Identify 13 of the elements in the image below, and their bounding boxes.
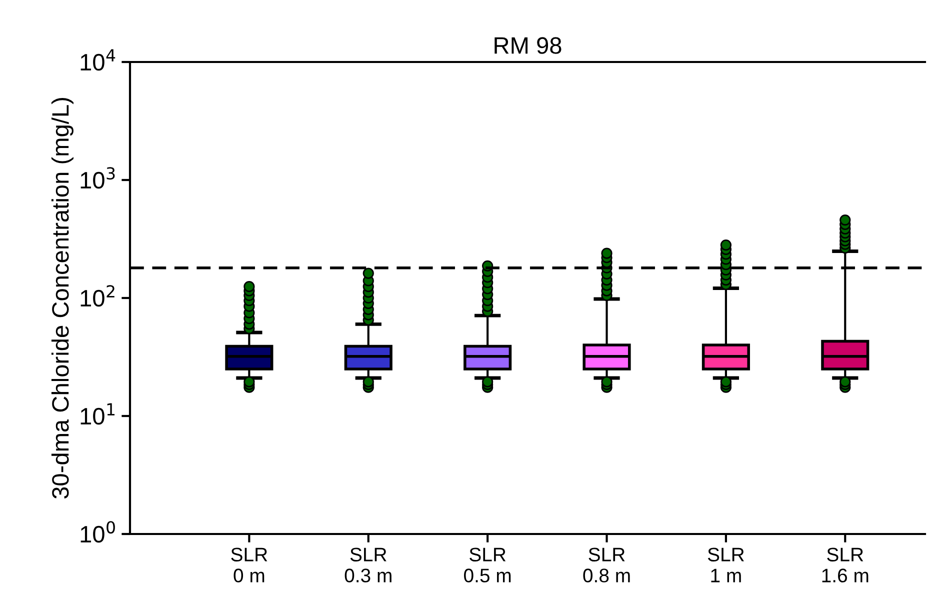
x-tick-label: SLR 0.5 m xyxy=(464,548,511,582)
x-tick-label: SLR 0 m xyxy=(231,548,268,582)
y-tick-label: 10$^{2}$ xyxy=(80,285,114,307)
x-tick-label: SLR 1.6 m xyxy=(822,548,868,582)
y-axis-title: 30-dma Chloride Concentration (mg/L) xyxy=(51,98,74,499)
x-tick-label: SLR 0.8 m xyxy=(583,548,630,582)
chart-title: RM 98 xyxy=(494,37,562,54)
y-tick-label: 10$^{0}$ xyxy=(80,521,115,543)
x-tick-label: SLR 1 m xyxy=(708,548,744,582)
y-tick-label: 10$^{1}$ xyxy=(80,403,115,425)
y-tick-label: 10$^{4}$ xyxy=(80,49,116,71)
y-tick-label: 10$^{3}$ xyxy=(80,167,115,189)
x-tick-label: SLR 0.3 m xyxy=(344,548,392,582)
